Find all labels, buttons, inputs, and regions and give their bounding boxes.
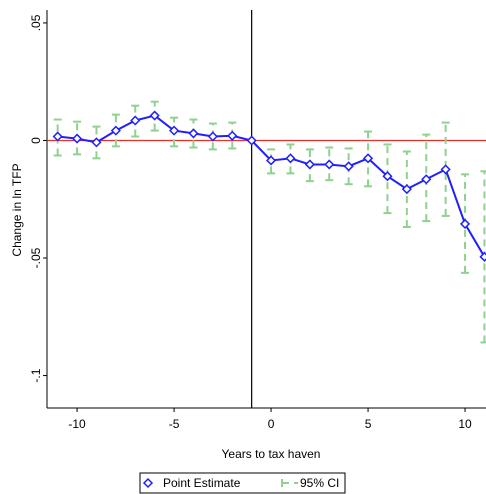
point-marker xyxy=(72,133,83,144)
point-marker xyxy=(227,130,238,141)
legend-marker xyxy=(142,477,154,489)
point-marker xyxy=(382,171,393,182)
y-tick-label: .05 xyxy=(29,14,43,31)
point-marker xyxy=(52,131,63,142)
point-marker xyxy=(207,131,218,142)
x-axis-title: Years to tax haven xyxy=(222,447,321,461)
y-axis-title: Change in ln TFP xyxy=(10,163,24,256)
point-marker xyxy=(130,115,141,126)
point-marker xyxy=(285,153,296,164)
point-marker xyxy=(91,137,102,148)
point-marker xyxy=(246,135,257,146)
x-tick-label: -5 xyxy=(169,417,180,431)
legend-box xyxy=(139,472,346,494)
point-marker xyxy=(110,125,121,136)
point-marker xyxy=(479,251,486,262)
y-tick-label: 0 xyxy=(29,137,43,144)
y-tick-label: -.1 xyxy=(29,368,43,382)
point-marker xyxy=(169,125,180,136)
x-tick-label: 5 xyxy=(365,417,372,431)
point-marker xyxy=(304,159,315,170)
legend-text-bg xyxy=(298,476,343,491)
x-tick-label: 0 xyxy=(268,417,275,431)
x-tick-label: -10 xyxy=(68,417,86,431)
x-tick-label: 10 xyxy=(458,417,472,431)
legend-label: 95% CI xyxy=(300,476,339,490)
point-marker xyxy=(362,153,374,164)
point-marker xyxy=(188,128,199,139)
point-marker xyxy=(440,164,451,175)
y-tick-label: -.05 xyxy=(29,247,43,268)
point-marker xyxy=(459,218,471,229)
point-marker xyxy=(324,159,335,170)
point-marker xyxy=(149,110,160,121)
legend-label: Point Estimate xyxy=(163,476,241,490)
point-marker xyxy=(265,155,277,166)
point-marker xyxy=(343,161,354,172)
point-marker xyxy=(401,184,412,195)
point-marker xyxy=(421,174,432,185)
